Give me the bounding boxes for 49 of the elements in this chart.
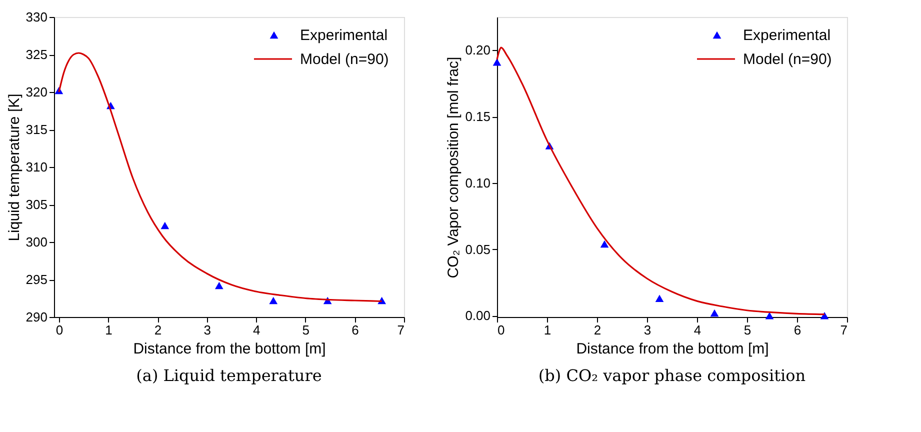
- point: [710, 309, 719, 317]
- y-tick-label: 0.00: [465, 308, 490, 324]
- x-tick-label: 2: [594, 322, 602, 338]
- point: [269, 296, 278, 304]
- x-tick-label: 3: [644, 322, 652, 338]
- y-tick-label: 0.10: [465, 175, 490, 190]
- y-tick-label: 310: [26, 160, 48, 174]
- x-tick-label: 4: [694, 322, 702, 338]
- x-tick-label: 4: [252, 322, 260, 338]
- x-tick-label: 1: [544, 322, 552, 338]
- point: [820, 312, 829, 320]
- y-tick-label: 0.20: [465, 42, 490, 58]
- legend-label: Experimental: [743, 27, 831, 44]
- point: [655, 294, 664, 302]
- x-axis-title: Distance from the bottom [m]: [576, 340, 769, 358]
- point: [492, 58, 502, 66]
- x-tick-label: 6: [352, 322, 359, 338]
- y-tick-label: 305: [26, 197, 48, 212]
- x-tick-label: 3: [204, 322, 211, 338]
- legend-label: Model (n=90): [743, 51, 832, 68]
- point: [214, 282, 224, 290]
- y-tick-label: 330: [26, 10, 48, 24]
- legend-label: Model (n=90): [300, 51, 389, 68]
- point: [160, 222, 170, 230]
- y-axis-title: Liquid temperature [K]: [6, 94, 23, 242]
- x-tick-label: 5: [302, 322, 310, 338]
- x-tick-label: 1: [105, 322, 112, 338]
- x-tick-label: 6: [794, 322, 802, 338]
- text: (b) CO₂ vapor phase composition: [538, 366, 806, 385]
- x-axis-title: Distance from the bottom [m]: [133, 340, 326, 358]
- y-tick-label: 325: [26, 47, 48, 62]
- x-tick-label: 2: [154, 322, 162, 338]
- point: [600, 240, 609, 248]
- x-tick-label: 7: [397, 322, 404, 338]
- x-tick-label: 0: [498, 322, 505, 338]
- y-tick-label: 0.15: [465, 109, 490, 124]
- y-tick-label: 320: [26, 84, 48, 100]
- y-tick-label: 295: [26, 272, 48, 287]
- y-axis-title: CO₂ Vapor composition [mol frac]: [445, 56, 462, 278]
- y-tick-label: 315: [26, 122, 48, 137]
- x-tick-label: 5: [744, 322, 752, 338]
- y-tick-label: 0.05: [465, 242, 490, 257]
- point: [765, 312, 774, 320]
- legend-label: Experimental: [300, 27, 388, 44]
- y-tick-label: 290: [26, 310, 48, 324]
- x-tick-label: 0: [56, 322, 64, 338]
- y-tick-label: 300: [26, 234, 48, 250]
- text: (a) Liquid temperature: [136, 366, 322, 385]
- x-tick-label: 7: [840, 322, 848, 338]
